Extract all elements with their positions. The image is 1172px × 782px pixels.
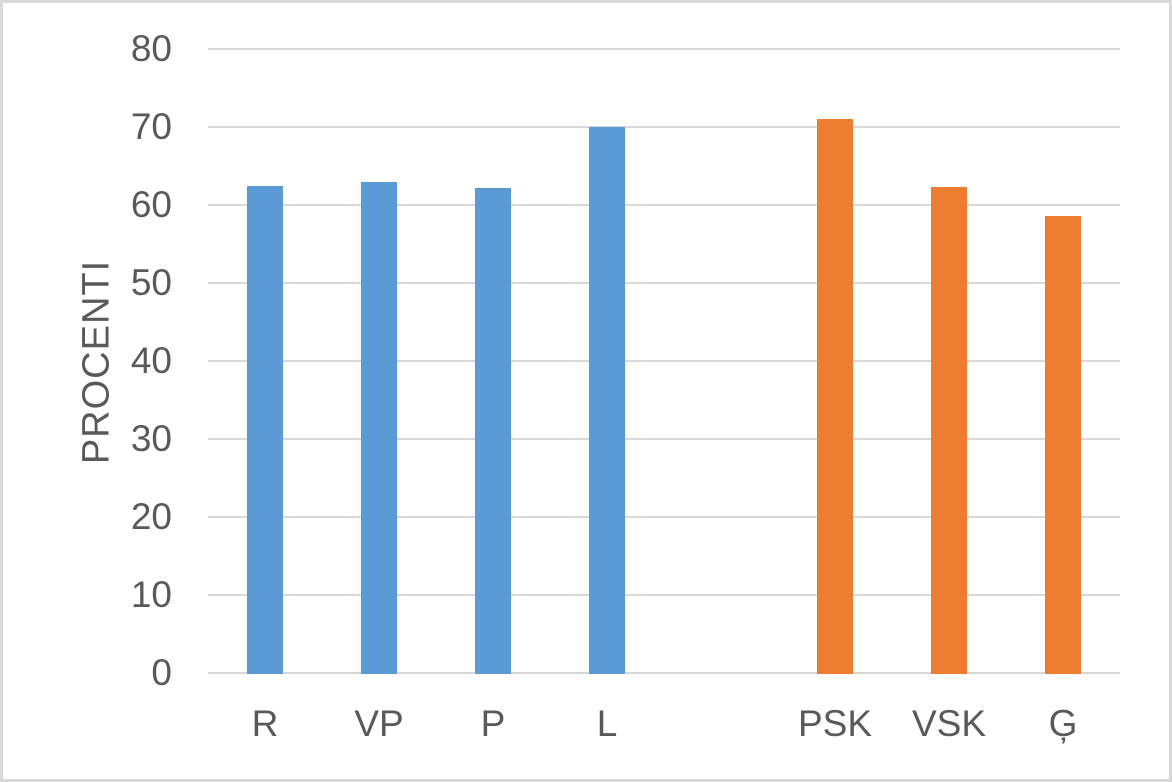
bar-VSK [931, 187, 967, 674]
gridline-10 [208, 594, 1120, 596]
bar-L [589, 127, 625, 674]
y-tick-label-20: 20 [130, 496, 172, 537]
x-tick-label-R: R [251, 703, 279, 744]
x-axis-line [208, 672, 1120, 674]
gridline-20 [208, 516, 1120, 518]
y-tick-label-50: 50 [130, 262, 172, 303]
x-tick-label-Ģ: Ģ [1048, 703, 1078, 744]
gridline-30 [208, 438, 1120, 440]
bar-P [475, 187, 511, 674]
y-tick-label-70: 70 [130, 106, 172, 147]
bar-PSK [817, 119, 853, 674]
y-tick-label-40: 40 [130, 340, 172, 381]
y-tick-label-0: 0 [151, 652, 172, 693]
x-tick-label-VSK: VSK [911, 703, 987, 744]
x-tick-label-VP: VP [354, 703, 404, 744]
y-tick-label-60: 60 [130, 184, 172, 225]
bar-VP [361, 181, 397, 674]
gridline-50 [208, 282, 1120, 284]
plot-area [208, 48, 1120, 674]
bar-Ģ [1045, 215, 1081, 674]
gridline-60 [208, 204, 1120, 206]
x-tick-label-L: L [596, 703, 618, 744]
y-tick-label-30: 30 [130, 418, 172, 459]
gridline-80 [208, 48, 1120, 50]
y-tick-label-80: 80 [130, 28, 172, 69]
y-tick-label-10: 10 [130, 574, 172, 615]
bar-R [247, 186, 283, 674]
x-tick-label-PSK: PSK [797, 703, 873, 744]
x-tick-label-P: P [480, 703, 506, 744]
gridline-70 [208, 126, 1120, 128]
gridline-40 [208, 360, 1120, 362]
